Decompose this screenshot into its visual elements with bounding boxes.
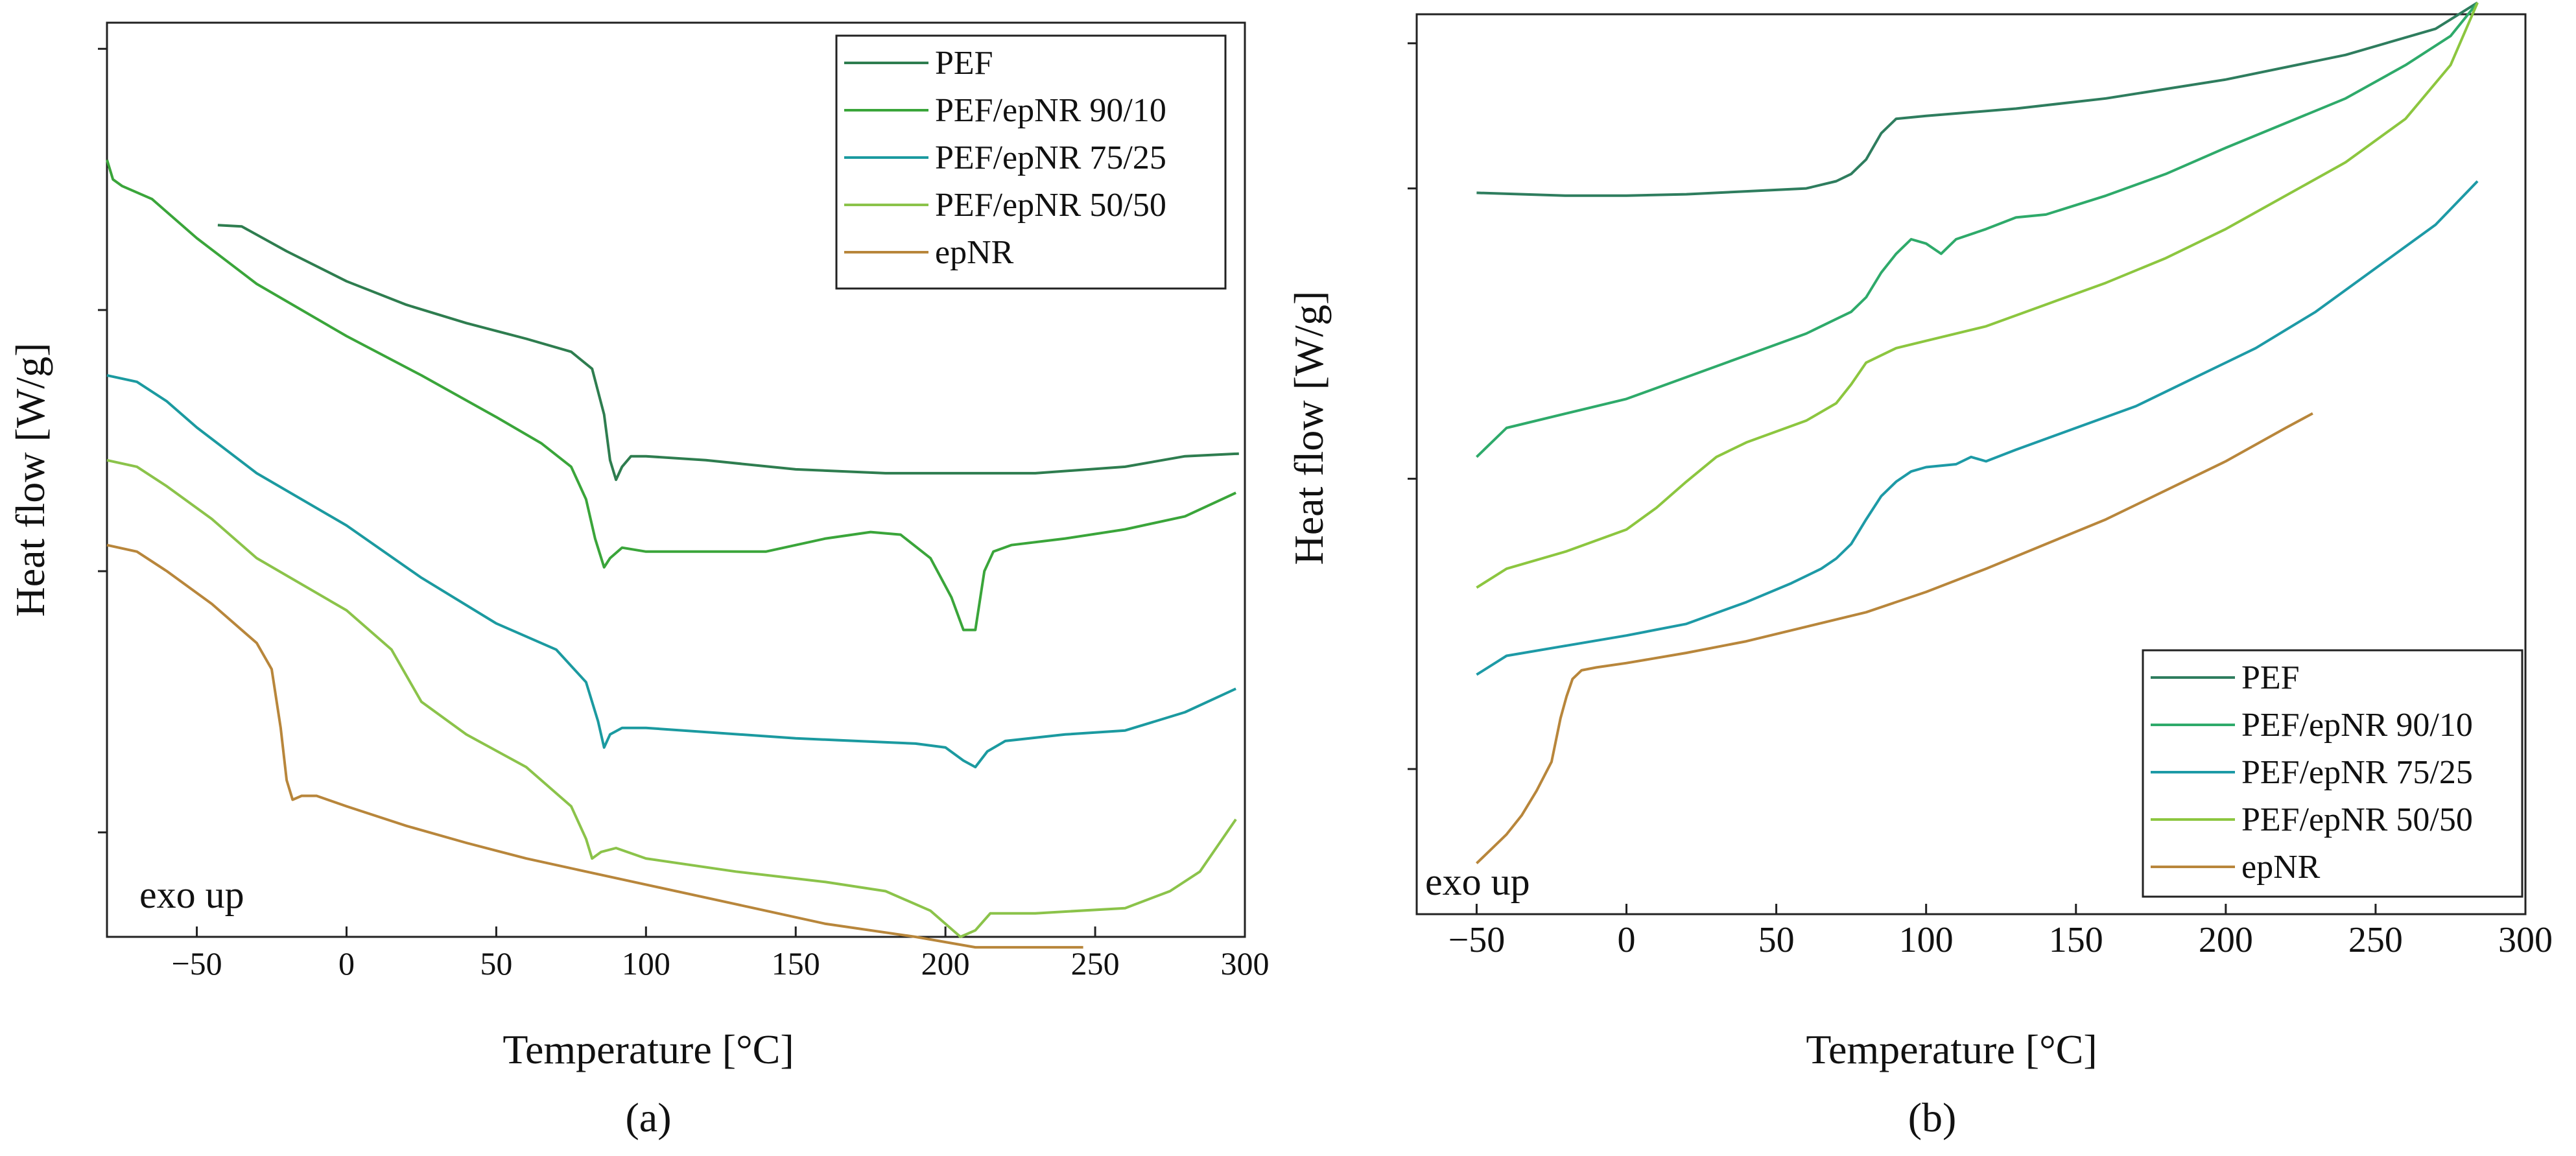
x-tick-label: 300 — [1221, 945, 1270, 982]
x-tick-label: −50 — [171, 945, 222, 982]
x-tick-label: 200 — [921, 945, 970, 982]
x-tick-label: 0 — [338, 945, 355, 982]
chart-panel-b: −50 0 50 100 150 200 250 300 Temperature [°C] Hea… — [1286, 1, 2553, 1140]
x-tick-label: 150 — [772, 945, 820, 982]
legend: PEF PEF/epNR 90/10 PEF/epNR 75/25 PEF/epNR … — [835, 34, 1227, 290]
legend: PEF PEF/epNR 90/10 PEF/epNR 75/25 PEF/epNR … — [2142, 649, 2523, 898]
legend-box — [2142, 649, 2523, 898]
y-axis-label: Heat flow [W/g] — [7, 343, 53, 617]
legend-entry: epNR — [935, 234, 1014, 271]
plot-frame — [1415, 13, 2527, 915]
series-line-pef-epnr-90-10 — [106, 159, 1236, 631]
x-tick-label: 300 — [2498, 920, 2553, 960]
x-tick-label: −50 — [1448, 920, 1506, 960]
x-tick-label: 100 — [622, 945, 670, 982]
series-line-epnr — [1476, 412, 2313, 865]
series-line-pef — [1476, 1, 2479, 197]
x-tick-label: 150 — [2049, 920, 2103, 960]
x-tick-label: 50 — [1758, 920, 1795, 960]
legend-entry: PEF/epNR 75/25 — [2241, 754, 2473, 791]
x-tick-label: 50 — [480, 945, 512, 982]
legend-entry: PEF/epNR 90/10 — [2241, 707, 2473, 744]
x-axis-label: Temperature [°C] — [1806, 1026, 2097, 1072]
series-line-pef-epnr-50-50 — [1476, 2, 2479, 589]
series-line-pef-epnr-50-50 — [106, 458, 1237, 938]
panel-label: (b) — [1908, 1094, 1957, 1140]
series-line-pef-epnr-90-10 — [1476, 1, 2479, 458]
x-tick-label: 0 — [1618, 920, 1636, 960]
series-line-pef-epnr-75-25 — [106, 373, 1236, 769]
legend-entry: PEF — [2241, 659, 2300, 696]
panel-label: (a) — [625, 1094, 671, 1140]
x-tick-label: 250 — [1071, 945, 1120, 982]
x-axis-label: Temperature [°C] — [502, 1026, 794, 1072]
exo-up-annotation: exo up — [139, 873, 244, 916]
legend-box — [835, 34, 1227, 290]
legend-entry: PEF/epNR 50/50 — [2241, 801, 2473, 838]
legend-entry: PEF — [935, 45, 993, 82]
series-line-pef-epnr-75-25 — [1476, 180, 2479, 676]
legend-entry: PEF/epNR 75/25 — [935, 139, 1166, 176]
x-tick-label: 200 — [2199, 920, 2253, 960]
series-line-pef — [217, 224, 1239, 481]
legend-entry: epNR — [2241, 849, 2321, 886]
plot-frame — [106, 21, 1246, 938]
exo-up-annotation: exo up — [1425, 860, 1530, 903]
legend-entry: PEF/epNR 90/10 — [935, 92, 1166, 129]
series-line-epnr — [106, 543, 1083, 949]
x-tick-label: 250 — [2348, 920, 2403, 960]
chart-panel-a: −50 0 50 100 150 200 250 300 Temperature [°C] Hea… — [7, 21, 1270, 1140]
y-axis-label: Heat flow [W/g] — [1286, 291, 1332, 565]
x-tick-label: 100 — [1899, 920, 1954, 960]
legend-entry: PEF/epNR 50/50 — [935, 187, 1166, 224]
